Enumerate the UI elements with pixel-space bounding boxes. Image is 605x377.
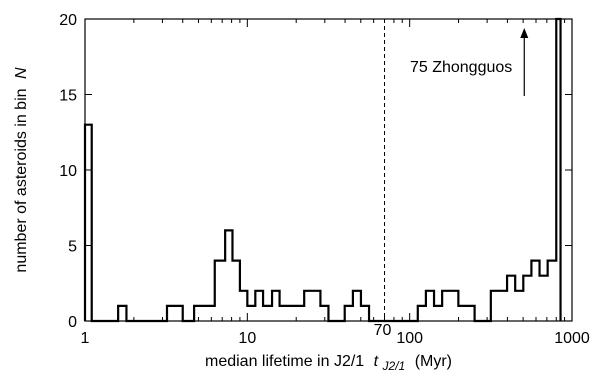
histogram-bin	[167, 306, 183, 321]
vline-label: 70	[374, 322, 392, 339]
y-tick-label: 15	[59, 88, 77, 105]
x-tick-label: 1000	[554, 330, 590, 347]
histogram-bin	[507, 276, 515, 321]
y-axis-label: number of asteroids in bin N	[13, 67, 30, 273]
x-tick-label: 1	[81, 330, 90, 347]
histogram-bin	[118, 306, 126, 321]
x-tick-label: 100	[396, 330, 423, 347]
y-tick-label: 0	[68, 314, 77, 331]
y-tick-label: 20	[59, 12, 77, 29]
histogram-bin	[450, 291, 458, 321]
x-axis-label-text: median lifetime in J2/1	[205, 353, 364, 370]
label-layer: median lifetime in J2/1 t J2/1 (Myr) num…	[13, 59, 512, 374]
histogram-bin	[225, 230, 232, 321]
histogram-bin	[491, 291, 507, 321]
y-tick-label: 5	[68, 239, 77, 256]
histogram-bin	[426, 291, 434, 321]
histogram-bin	[345, 306, 353, 321]
histogram-bin	[434, 306, 442, 321]
histogram-bin	[263, 306, 272, 321]
histogram-bin	[556, 19, 560, 321]
x-tick-label: 10	[238, 330, 256, 347]
histogram-bin	[272, 291, 280, 321]
histogram-bin	[540, 276, 548, 321]
histogram-bin	[418, 306, 426, 321]
histogram-bin	[255, 291, 263, 321]
histogram-bin	[515, 291, 523, 321]
histogram-bin	[442, 291, 450, 321]
x-axis-label: median lifetime in J2/1 t J2/1 (Myr)	[205, 353, 452, 374]
histogram-bin	[85, 125, 92, 321]
y-axis-label-text: number of asteroids in bin	[13, 88, 30, 272]
histogram-bin	[240, 291, 247, 321]
histogram-bin	[232, 261, 239, 321]
histogram-bin	[215, 261, 225, 321]
histogram-bin	[458, 306, 474, 321]
annotation-arrow-head	[520, 28, 529, 38]
x-axis-label-subscript: J2/1	[382, 359, 406, 373]
y-tick-label: 10	[59, 163, 77, 180]
histogram-bin	[548, 261, 557, 321]
histogram-bin	[312, 291, 320, 321]
histogram-bin	[531, 261, 539, 321]
axis-layer: 0 5 10 15 20 1 10 100 1000	[59, 12, 590, 347]
histogram-bin	[361, 306, 369, 321]
annotation-label: 75 Zhongguos	[410, 59, 512, 76]
histogram-bin	[280, 306, 288, 321]
histogram-bin	[353, 291, 361, 321]
histogram-bin	[287, 306, 304, 321]
y-axis-label-symbol: N	[13, 67, 30, 79]
histogram-bin	[523, 276, 531, 321]
x-axis-label-symbol: t	[374, 353, 379, 370]
x-axis-label-unit: (Myr)	[415, 353, 452, 370]
histogram-bin	[304, 291, 312, 321]
histogram-bin	[247, 306, 255, 321]
